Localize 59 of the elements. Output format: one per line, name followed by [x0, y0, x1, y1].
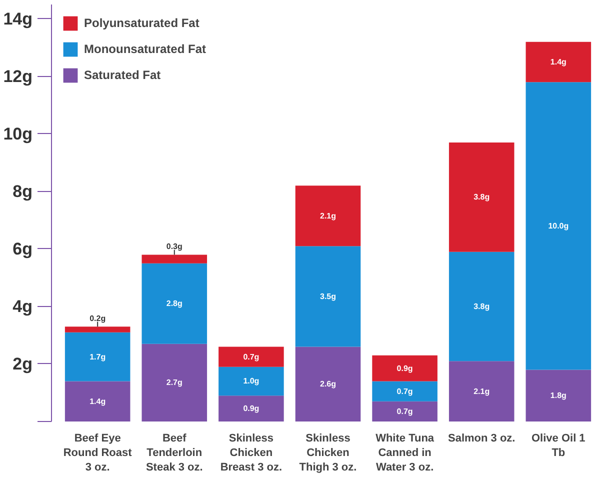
bar: [448, 142, 514, 252]
y-tick-label: 2g: [12, 354, 33, 374]
legend-label: Saturated Fat: [84, 68, 161, 82]
bar: [218, 346, 284, 367]
data-label: 1.7g: [90, 352, 106, 362]
data-label: 10.0g: [548, 221, 569, 230]
data-label: 2.1g: [320, 211, 336, 220]
bar: [526, 82, 592, 370]
data-label: 0.9g: [243, 404, 260, 414]
bar: [142, 344, 208, 422]
data-label: 3.5g: [320, 292, 336, 301]
bar: [372, 381, 438, 402]
data-label: 1.0g: [243, 376, 260, 386]
y-tick-label: 8g: [12, 182, 33, 201]
data-label: 0.7g: [396, 386, 413, 396]
data-label: 2.8g: [166, 299, 183, 308]
data-label: 3.8g: [474, 192, 490, 202]
bar: [448, 252, 514, 362]
data-label: 2.1g: [474, 386, 490, 396]
x-tick-label: Olive Oil 1 Tb: [532, 432, 586, 459]
bar: [372, 401, 438, 422]
bar: [526, 370, 592, 422]
bar: [372, 355, 438, 382]
data-label: 3.8g: [474, 302, 490, 311]
x-tick-label: Skinless Chicken Thigh 3 oz.: [299, 432, 357, 474]
bar: [142, 254, 208, 264]
data-label: 0.7g: [243, 352, 260, 362]
data-label: 1.8g: [550, 391, 567, 400]
bar: [295, 246, 361, 347]
data-label: 2.6g: [320, 380, 336, 389]
data-label: 0.9g: [396, 364, 413, 373]
bar: [142, 263, 208, 344]
x-tick-label: Salmon 3 oz.: [448, 432, 516, 444]
y-tick-label: 10g: [3, 124, 33, 144]
bar: [448, 361, 514, 422]
data-label: 1.4g: [550, 58, 567, 67]
bar: [218, 366, 284, 396]
bar: [64, 332, 130, 382]
bar: [64, 326, 130, 332]
bar: [218, 396, 284, 422]
data-label: 2.7g: [166, 378, 183, 388]
data-label: 0.7g: [396, 406, 413, 416]
data-label: 0.2g: [90, 314, 106, 324]
y-tick-label: 14g: [3, 9, 33, 28]
y-tick-label: 12g: [3, 66, 33, 86]
x-tick-label: Skinless Chicken Breast 3 oz.: [220, 432, 282, 474]
legend-label: Polyunsaturated Fat: [84, 16, 200, 30]
bar: [526, 42, 592, 82]
data-label: 1.4g: [90, 396, 106, 406]
y-tick-label: 4g: [12, 296, 33, 316]
x-tick-label: Beef Eye Round Roast 3 oz.: [63, 432, 132, 474]
x-tick-label: Beef Tenderloin Steak 3 oz.: [146, 432, 203, 474]
bar: [295, 186, 361, 246]
bar: [295, 346, 361, 422]
y-tick-label: 6g: [12, 239, 33, 258]
data-label: 0.3g: [166, 242, 183, 252]
legend-label: Monounsaturated Fat: [84, 42, 206, 56]
x-tick-label: White Tuna Canned in Water 3 oz.: [376, 432, 435, 474]
bar: [64, 381, 130, 422]
